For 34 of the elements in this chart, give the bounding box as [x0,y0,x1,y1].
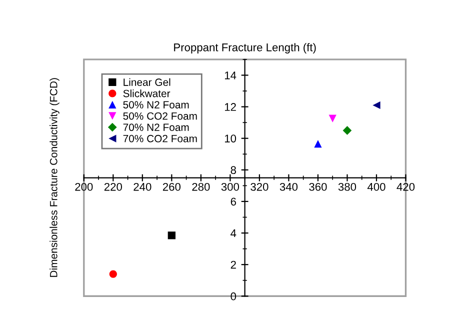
point [109,270,117,278]
x-tick-label: 280 [192,182,210,191]
point [342,126,352,135]
point [372,101,380,110]
x-tick-label: 320 [250,182,268,191]
x-tick-label: 200 [75,182,93,191]
x-tick-label: 400 [367,182,386,191]
x-axis-title: Proppant Fracture Length (ft) [174,43,316,54]
y-tick-label: 10 [224,134,236,142]
y-tick-label: 6 [230,198,236,206]
y-tick-label: 8 [230,166,236,174]
legend-label: 50% N2 Foam [123,101,189,108]
legend-label: Linear Gel [124,78,170,86]
x-tick-label: 340 [280,182,298,191]
point [328,114,336,122]
y-tick-label: 0 [230,292,236,300]
legend-label: Slickwater [123,90,170,98]
x-tick-label: 220 [104,182,122,191]
y-tick-label: 4 [230,229,236,238]
point [168,232,176,240]
y-tick-label: 12 [224,103,236,111]
x-tick-label: 360 [309,182,327,191]
y-tick-label: 2 [230,260,236,269]
x-tick-label: 260 [162,182,181,191]
point [314,140,322,148]
x-tick-label: 380 [338,182,356,191]
y-tick-label: 14 [224,72,236,80]
legend-label: 50% CO2 Foam [123,112,197,120]
x-tick-label: 240 [134,182,152,191]
legend-label: 70% CO2 Foam [123,134,197,142]
x-tick-label: 300 [221,182,240,191]
x-tick-label: 420 [396,182,415,191]
legend-label: 70% N2 Foam [123,124,189,132]
y-axis-title: Dimensionless Fracture Conductivity (FCD) [50,78,60,277]
